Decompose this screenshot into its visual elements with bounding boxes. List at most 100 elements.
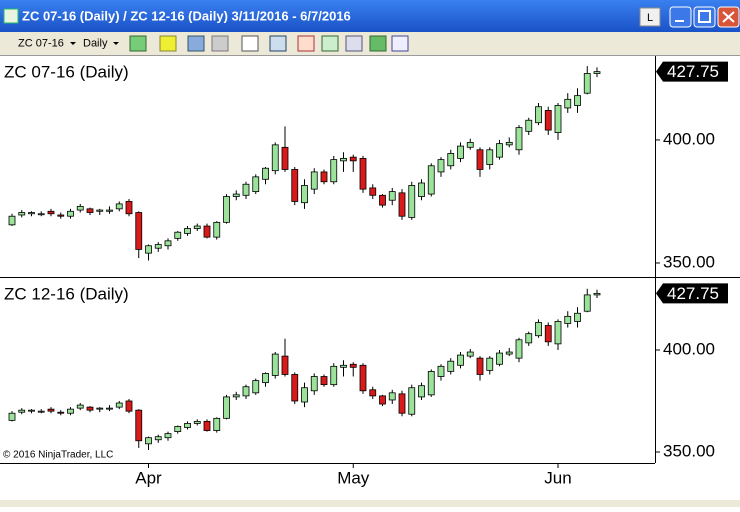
candle-body — [379, 395, 386, 405]
candle-body — [145, 437, 152, 445]
candle-body — [349, 363, 357, 368]
candle-body — [135, 409, 143, 442]
candle-body — [203, 225, 211, 238]
candle-body — [8, 412, 16, 421]
candle-body — [96, 209, 104, 212]
candle-body — [174, 426, 182, 432]
candle-body — [515, 127, 523, 151]
candle-body — [57, 214, 65, 217]
candle-body — [184, 423, 191, 428]
candle-body — [271, 144, 279, 172]
candle-body — [408, 185, 416, 218]
candle-body — [535, 322, 542, 337]
candle-body — [437, 365, 445, 377]
y-tick-label: 350.00 — [663, 252, 715, 271]
candle-body — [135, 212, 143, 250]
app-icon — [3, 8, 19, 24]
candle-body — [28, 212, 35, 215]
candle-body — [476, 357, 484, 375]
candle-body — [320, 171, 328, 183]
candle-body — [496, 352, 503, 365]
candle-body — [330, 159, 338, 183]
candle-body — [28, 409, 35, 412]
candle-body — [320, 376, 328, 386]
candle-body — [76, 404, 84, 409]
candle-body — [466, 141, 474, 148]
candle-body — [223, 396, 230, 419]
candle-body — [47, 408, 55, 412]
last-price-marker — [656, 61, 728, 82]
last-price-label: 427.75 — [667, 62, 719, 81]
link-button-label[interactable]: L — [647, 12, 653, 24]
candle-body — [164, 240, 172, 247]
candle-body — [242, 386, 250, 397]
candle-body — [262, 167, 269, 180]
candle-body — [466, 351, 474, 357]
candle-body — [106, 407, 113, 410]
candle-body — [554, 105, 562, 133]
candle-body — [564, 98, 572, 109]
candle-body — [369, 389, 377, 397]
candle-body — [525, 333, 533, 344]
candle-body — [37, 213, 45, 216]
candle-body — [554, 321, 562, 345]
candle-body — [447, 360, 455, 372]
candle-body — [213, 417, 221, 431]
candle-body — [193, 420, 201, 424]
candle-body — [583, 73, 591, 94]
candle-body — [115, 402, 123, 408]
interval-selector[interactable]: Daily — [83, 37, 108, 49]
candle-body — [505, 351, 513, 355]
y-tick-label: 400.00 — [663, 129, 715, 148]
candle-body — [359, 157, 367, 190]
candle-body — [115, 203, 123, 210]
candle-body — [281, 355, 289, 375]
candle-body — [574, 312, 581, 322]
candle-body — [96, 407, 104, 410]
candle-body — [154, 436, 162, 441]
candle-body — [525, 119, 533, 132]
candle-body — [76, 205, 84, 211]
candle-body — [164, 433, 172, 439]
last-price-label: 427.75 — [667, 284, 719, 303]
toolbar-icons[interactable] — [129, 35, 409, 52]
candle-body — [398, 393, 406, 414]
candle-body — [496, 143, 503, 158]
candle-body — [359, 364, 367, 392]
candle-body — [252, 380, 260, 394]
minimize-button[interactable] — [669, 6, 692, 28]
candle-body — [310, 376, 318, 392]
link-button[interactable] — [639, 7, 661, 27]
candle-body — [544, 325, 552, 343]
candle-body — [262, 373, 269, 384]
candle-body — [125, 201, 133, 215]
candle-body — [8, 215, 16, 226]
candle-body — [330, 365, 338, 386]
candle-body — [174, 231, 182, 239]
candle-body — [564, 315, 572, 324]
candle-body — [301, 185, 308, 204]
candle-body — [37, 410, 45, 413]
candle-body — [388, 392, 396, 401]
candle-body — [301, 387, 308, 403]
candle-body — [515, 339, 523, 359]
y-tick-label: 400.00 — [663, 339, 715, 358]
candle-body — [535, 106, 542, 124]
candle-body — [271, 353, 279, 376]
candle-body — [593, 71, 601, 74]
status-strip — [0, 500, 740, 507]
candle-body — [574, 95, 581, 106]
instrument-selector[interactable]: ZC 07-16 — [18, 37, 64, 49]
candle-body — [427, 165, 435, 195]
candle-body — [418, 385, 425, 398]
candle-body — [457, 354, 464, 366]
y-tick-label: 350.00 — [663, 441, 715, 460]
candle-body — [408, 387, 416, 415]
candle-body — [291, 169, 299, 202]
candle-body — [154, 244, 162, 249]
candle-body — [145, 245, 152, 254]
candle-body — [457, 145, 464, 159]
candle-body — [418, 182, 425, 197]
candle-body — [223, 196, 230, 223]
